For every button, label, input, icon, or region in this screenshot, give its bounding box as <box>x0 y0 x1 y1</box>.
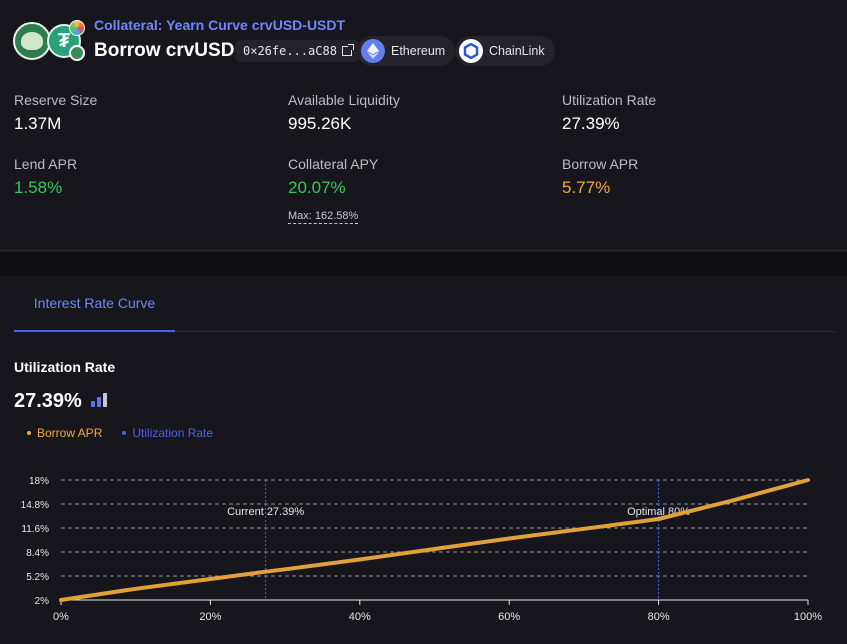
x-tick-label: 100% <box>794 611 822 623</box>
max-apy-tooltip-trigger[interactable]: Max: 162.58% <box>288 210 359 224</box>
curve-token-icon <box>69 20 85 36</box>
tab-interest-rate-curve[interactable]: Interest Rate Curve <box>14 276 175 332</box>
contract-address-text: 0×26fe...aC88 <box>243 44 337 58</box>
legend-utilization-rate[interactable]: Utilization Rate <box>122 426 213 440</box>
y-tick-label: 5.2% <box>26 572 49 583</box>
stat-label: Available Liquidity <box>288 92 400 108</box>
x-tick-label: 0% <box>53 611 69 623</box>
stat-reserve-size: Reserve Size 1.37M <box>14 92 97 134</box>
legend-borrow-apr[interactable]: Borrow APR <box>27 426 102 440</box>
oracle-name: ChainLink <box>489 44 545 58</box>
market-header: ₮ Collateral: Yearn Curve crvUSD-USDT Bo… <box>0 0 847 251</box>
chart-legend: Borrow APR Utilization Rate <box>27 426 213 440</box>
legend-dot <box>27 431 31 435</box>
x-tick-label: 40% <box>349 611 371 623</box>
oracle-chip[interactable]: ChainLink <box>455 36 555 66</box>
stat-value: 20.07% <box>288 178 346 197</box>
y-tick-label: 11.6% <box>21 524 49 535</box>
stat-collateral-apy: Collateral APY 20.07% <box>288 156 378 198</box>
market-title: Borrow crvUSD <box>94 40 235 61</box>
y-tick-label: 2% <box>35 596 50 607</box>
x-tick-label: 80% <box>648 611 670 623</box>
tab-bar: Interest Rate Curve <box>14 276 835 332</box>
stat-value: 995.26K <box>288 114 352 133</box>
x-tick-label: 60% <box>498 611 520 623</box>
contract-address-link[interactable]: 0×26fe...aC88 <box>235 40 360 62</box>
stat-borrow-apr: Borrow APR 5.77% <box>562 156 638 198</box>
stat-lend-apr: Lend APR 1.58% <box>14 156 77 198</box>
stat-available-liquidity: Available Liquidity 995.26K <box>288 92 400 134</box>
yearn-vault-icon <box>13 22 51 60</box>
stat-label: Borrow APR <box>562 156 639 172</box>
crvusd-token-icon <box>69 45 85 61</box>
bar-chart-icon <box>91 393 107 407</box>
utilization-value: 27.39% <box>14 390 82 412</box>
stat-value: 27.39% <box>562 114 620 133</box>
legend-label: Utilization Rate <box>132 426 214 440</box>
y-tick-label: 14.8% <box>21 500 49 511</box>
ethereum-icon <box>361 39 385 63</box>
y-tick-label: 18% <box>29 476 49 487</box>
market-logos: ₮ <box>13 20 89 62</box>
collateral-link[interactable]: Collateral: Yearn Curve crvUSD-USDT <box>94 17 346 33</box>
utilization-title: Utilization Rate <box>14 359 116 375</box>
y-tick-label: 8.4% <box>26 548 49 559</box>
network-name: Ethereum <box>391 44 446 58</box>
stat-label: Lend APR <box>14 156 78 172</box>
interest-rate-chart: 2% 5.2% 8.4% 11.6% 14.8% 18% 0% 20% 40% 60% 80% 100… <box>21 476 823 623</box>
stat-utilization-rate: Utilization Rate 27.39% <box>562 92 656 134</box>
stat-label: Reserve Size <box>14 92 98 108</box>
stat-label: Collateral APY <box>288 156 379 172</box>
stat-value: 1.37M <box>14 114 62 133</box>
x-tick-label: 20% <box>199 611 221 623</box>
chainlink-icon <box>459 39 483 63</box>
stat-value: 1.58% <box>14 178 63 197</box>
interest-rate-panel: Interest Rate Curve Utilization Rate 27.… <box>0 276 847 644</box>
external-link-icon <box>341 44 354 56</box>
network-chip[interactable]: Ethereum <box>357 36 456 66</box>
section-divider <box>0 252 847 276</box>
current-marker-label: Current 27.39% <box>227 506 304 518</box>
legend-label: Borrow APR <box>37 426 103 440</box>
stat-value: 5.77% <box>562 178 611 197</box>
stat-label: Utilization Rate <box>562 92 657 108</box>
borrow-apr-curve <box>59 478 810 602</box>
legend-dot <box>122 431 127 435</box>
